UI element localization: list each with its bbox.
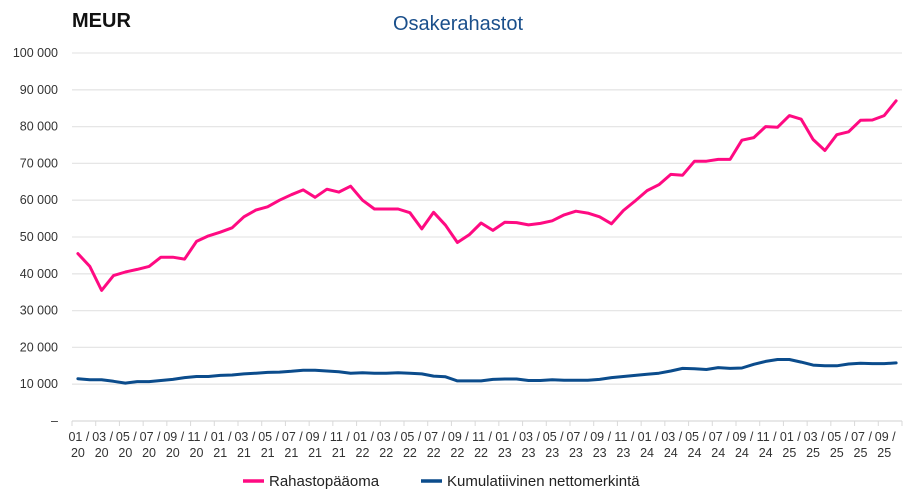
- x-tick-label-month: 07 /: [566, 430, 587, 444]
- x-axis: 01 / 20 03 / 20 05 / 20 07 / 20 09 / 20 11 / 20 01 /…: [68, 421, 903, 460]
- x-tick-label-month: 09 /: [875, 430, 896, 444]
- y-tick-label: 80 000: [20, 120, 58, 134]
- x-tick-label-month: 01 /: [638, 430, 659, 444]
- x-tick-label-month: 01 /: [68, 430, 89, 444]
- series-line-0: [76, 99, 898, 292]
- x-tick-label-year: 24: [640, 446, 654, 460]
- x-tick-label-year: 21: [213, 446, 227, 460]
- x-tick-label-month: 03 /: [804, 430, 825, 444]
- legend-label-nettomerkinta: Kumulatiivinen nettomerkintä: [447, 473, 640, 490]
- x-tick-label-month: 01 /: [211, 430, 232, 444]
- y-tick-label: 30 000: [20, 304, 58, 318]
- x-tick-label-year: 22: [403, 446, 417, 460]
- y-tick-label: 70 000: [20, 156, 58, 170]
- unit-label: MEUR: [72, 10, 131, 32]
- y-tick-label: 50 000: [20, 230, 58, 244]
- x-tick-label-year: 23: [616, 446, 630, 460]
- series-lines: [76, 99, 898, 385]
- x-tick-label-year: 25: [782, 446, 796, 460]
- x-tick-label-month: 07 /: [851, 430, 872, 444]
- y-tick-label: 100 000: [13, 46, 58, 60]
- x-tick-label-year: 23: [569, 446, 583, 460]
- y-tick-label: 40 000: [20, 267, 58, 281]
- x-tick-label-year: 24: [759, 446, 773, 460]
- x-tick-label-month: 09 /: [163, 430, 184, 444]
- x-tick-label-month: 05 /: [116, 430, 137, 444]
- x-tick-label-month: 11 /: [472, 430, 492, 444]
- y-tick-label: 60 000: [20, 193, 58, 207]
- x-tick-label-month: 05 /: [685, 430, 706, 444]
- x-tick-label-month: 09 /: [590, 430, 611, 444]
- x-tick-label-year: 21: [332, 446, 346, 460]
- x-tick-label-year: 25: [830, 446, 844, 460]
- x-tick-label-month: 11 /: [757, 430, 777, 444]
- x-tick-label-year: 24: [664, 446, 678, 460]
- y-tick-label: 10 000: [20, 377, 58, 391]
- x-tick-label-year: 25: [854, 446, 868, 460]
- y-tick-label: –: [51, 414, 58, 428]
- x-tick-label-month: 07 /: [282, 430, 303, 444]
- gridlines: [72, 52, 902, 422]
- x-tick-label-year: 20: [142, 446, 156, 460]
- series-line-1: [76, 358, 898, 385]
- x-tick-label-month: 03 /: [377, 430, 398, 444]
- x-tick-label-year: 23: [593, 446, 607, 460]
- legend-label-rahastopaaoma: Rahastopääoma: [269, 473, 380, 490]
- x-tick-label-year: 20: [166, 446, 180, 460]
- x-tick-label-year: 23: [498, 446, 512, 460]
- x-tick-label-year: 25: [877, 446, 891, 460]
- x-tick-label-month: 05 /: [543, 430, 564, 444]
- legend: Rahastopääoma Kumulatiivinen nettomerkin…: [243, 473, 640, 490]
- x-tick-label-month: 03 /: [92, 430, 113, 444]
- x-tick-label-year: 24: [688, 446, 702, 460]
- x-tick-label-year: 20: [71, 446, 85, 460]
- x-tick-label-month: 11 /: [614, 430, 634, 444]
- x-tick-label-year: 22: [379, 446, 393, 460]
- x-tick-label-month: 11 /: [188, 430, 208, 444]
- x-tick-label-year: 20: [118, 446, 132, 460]
- x-tick-label-month: 01 /: [353, 430, 374, 444]
- x-tick-label-month: 07 /: [709, 430, 730, 444]
- x-tick-label-year: 21: [308, 446, 322, 460]
- x-tick-label-month: 03 /: [234, 430, 255, 444]
- y-tick-label: 20 000: [20, 340, 58, 354]
- x-tick-label-year: 21: [237, 446, 251, 460]
- x-tick-label-month: 11 /: [330, 430, 350, 444]
- x-tick-label-month: 07 /: [140, 430, 161, 444]
- x-tick-label-month: 09 /: [448, 430, 469, 444]
- x-tick-label-year: 24: [735, 446, 749, 460]
- x-tick-label-month: 01 /: [780, 430, 801, 444]
- x-tick-label-year: 20: [190, 446, 204, 460]
- y-tick-label: 90 000: [20, 83, 58, 97]
- x-tick-label-year: 25: [806, 446, 820, 460]
- x-tick-label-month: 05 /: [258, 430, 279, 444]
- x-tick-label-year: 23: [545, 446, 559, 460]
- x-tick-label-year: 22: [450, 446, 464, 460]
- x-tick-label-month: 05 /: [827, 430, 848, 444]
- x-tick-label-year: 24: [711, 446, 725, 460]
- x-tick-label-year: 22: [427, 446, 441, 460]
- x-tick-label-year: 23: [522, 446, 536, 460]
- x-tick-label-month: 05 /: [400, 430, 421, 444]
- x-tick-label-month: 09 /: [306, 430, 327, 444]
- x-tick-label-year: 21: [284, 446, 298, 460]
- chart-title: Osakerahastot: [393, 13, 524, 35]
- x-tick-label-year: 22: [356, 446, 370, 460]
- x-tick-label-year: 21: [261, 446, 275, 460]
- x-tick-label-month: 07 /: [424, 430, 445, 444]
- y-axis: – 10 000 20 000 30 000 40 000 50 000 60 000 70 …: [13, 46, 58, 428]
- x-tick-label-month: 03 /: [661, 430, 682, 444]
- x-tick-label-month: 01 /: [495, 430, 516, 444]
- x-tick-label-year: 20: [95, 446, 109, 460]
- x-tick-label-month: 09 /: [732, 430, 753, 444]
- x-tick-label-month: 03 /: [519, 430, 540, 444]
- x-tick-label-year: 22: [474, 446, 488, 460]
